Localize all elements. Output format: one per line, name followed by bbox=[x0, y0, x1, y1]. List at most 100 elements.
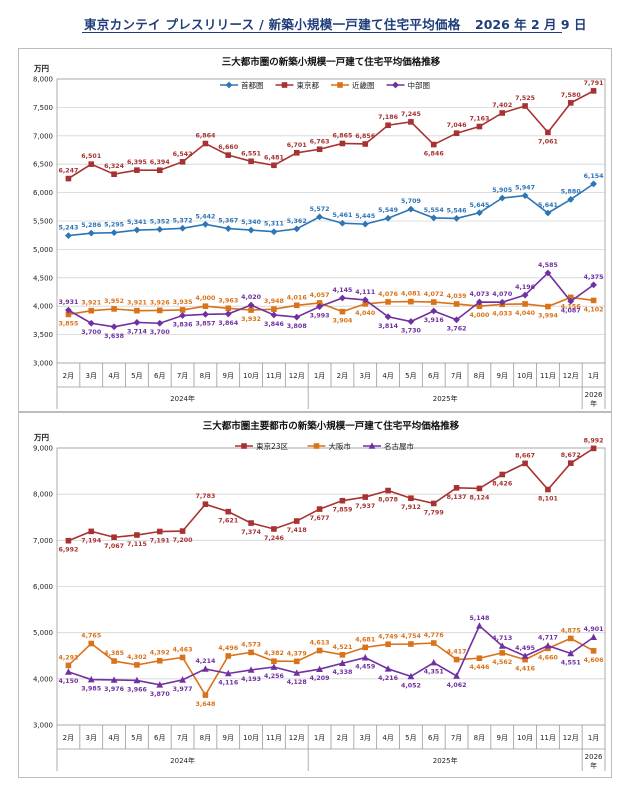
data-label: 4,382 bbox=[264, 650, 284, 657]
data-label: 4,496 bbox=[218, 645, 239, 652]
data-point bbox=[339, 308, 346, 315]
data-label: 4,776 bbox=[424, 632, 445, 639]
data-point bbox=[316, 146, 323, 153]
x-tick-label: 4月 bbox=[382, 734, 393, 742]
data-point bbox=[339, 497, 346, 504]
y-tick-label: 8,000 bbox=[33, 76, 53, 84]
data-label: 4,613 bbox=[310, 640, 330, 647]
x-year-label: 2026 bbox=[585, 391, 603, 399]
data-point bbox=[384, 665, 392, 672]
data-label: 4,209 bbox=[310, 675, 330, 682]
data-point bbox=[134, 167, 140, 173]
data-label: 4,020 bbox=[241, 294, 262, 301]
data-label: 3,730 bbox=[401, 328, 422, 335]
data-point bbox=[156, 681, 164, 688]
data-point bbox=[361, 220, 369, 228]
data-point bbox=[156, 657, 163, 664]
data-point bbox=[476, 485, 483, 492]
data-point bbox=[498, 298, 506, 306]
data-label: 5,546 bbox=[447, 207, 468, 214]
data-point bbox=[224, 225, 232, 232]
data-point bbox=[567, 196, 575, 203]
data-point bbox=[156, 167, 163, 174]
data-label: 3,846 bbox=[264, 321, 285, 328]
data-point bbox=[248, 307, 254, 313]
data-point bbox=[225, 508, 232, 515]
data-point bbox=[202, 220, 209, 228]
data-point bbox=[133, 676, 141, 684]
data-point bbox=[385, 122, 391, 129]
data-point bbox=[156, 319, 164, 327]
data-point bbox=[476, 209, 483, 217]
data-point bbox=[179, 159, 186, 165]
data-label: 4,057 bbox=[310, 292, 330, 299]
data-point bbox=[430, 307, 438, 315]
x-tick-label: 5月 bbox=[405, 734, 416, 742]
data-point bbox=[430, 214, 438, 222]
data-point bbox=[590, 445, 597, 452]
data-label: 3,952 bbox=[104, 298, 124, 305]
y-tick-label: 5,000 bbox=[33, 246, 53, 254]
chart-panel-metro-areas: 三大都市圏の新築小規模一戸建て住宅平均価格推移 万円 3,000 3,500 4,000… bbox=[18, 48, 612, 412]
x-tick-label: 9月 bbox=[497, 372, 508, 380]
data-label: 4,000 bbox=[195, 295, 216, 302]
data-point bbox=[156, 307, 163, 314]
data-label: 4,562 bbox=[492, 659, 512, 666]
data-label: 7,791 bbox=[584, 80, 604, 87]
data-point bbox=[361, 296, 369, 304]
data-label: 8,667 bbox=[515, 452, 535, 459]
chart-title: 三大都市圏主要都市の新築小規模一戸建て住宅平均価格推移 bbox=[203, 420, 460, 432]
data-label: 3,921 bbox=[81, 300, 101, 307]
data-point bbox=[111, 171, 117, 177]
data-point bbox=[498, 194, 506, 202]
x-tick-label: 6月 bbox=[154, 372, 165, 380]
data-point bbox=[316, 647, 323, 654]
data-point bbox=[567, 649, 575, 657]
data-label: 4,291 bbox=[58, 654, 78, 661]
y-tick-label: 6,500 bbox=[33, 161, 53, 169]
data-label: 5,362 bbox=[287, 218, 307, 225]
data-point bbox=[293, 302, 300, 309]
legend-item: 近畿圏 bbox=[331, 80, 375, 90]
data-label: 7,859 bbox=[332, 507, 352, 514]
data-point bbox=[87, 229, 95, 237]
x-year-label: 2024年 bbox=[170, 756, 195, 765]
data-point bbox=[453, 672, 460, 679]
data-point bbox=[368, 442, 376, 449]
data-label: 6,865 bbox=[332, 132, 352, 139]
data-label: 7,200 bbox=[173, 537, 194, 544]
y-tick-label: 3,500 bbox=[33, 331, 53, 339]
series-line bbox=[68, 271, 595, 328]
data-label: 3,926 bbox=[150, 299, 171, 306]
data-point bbox=[453, 214, 460, 222]
data-point bbox=[522, 103, 528, 109]
data-label: 7,580 bbox=[561, 92, 582, 99]
x-tick-label: 4月 bbox=[108, 734, 119, 742]
x-tick-label: 12月 bbox=[563, 734, 579, 742]
data-point bbox=[88, 307, 95, 314]
data-label: 7,191 bbox=[150, 538, 170, 545]
data-point bbox=[293, 518, 300, 524]
data-point bbox=[521, 291, 529, 299]
data-label: 7,402 bbox=[492, 102, 512, 109]
data-label: 7,937 bbox=[355, 503, 375, 510]
data-label: 4,145 bbox=[332, 287, 352, 294]
data-point bbox=[225, 152, 232, 158]
data-label: 6,660 bbox=[218, 144, 239, 151]
y-tick-label: 7,000 bbox=[33, 132, 53, 140]
data-label: 4,076 bbox=[378, 291, 399, 298]
data-label: 7,246 bbox=[264, 535, 285, 542]
x-tick-label: 7月 bbox=[177, 372, 188, 380]
y-tick-label: 4,000 bbox=[33, 303, 53, 311]
data-label: 7,186 bbox=[378, 114, 399, 121]
data-point bbox=[430, 640, 437, 646]
legend-label: 名古屋市 bbox=[384, 441, 414, 451]
data-point bbox=[133, 226, 141, 234]
x-tick-label: 2月 bbox=[63, 734, 74, 742]
y-tick-label: 3,000 bbox=[33, 360, 53, 368]
x-tick-label: 8月 bbox=[474, 734, 485, 742]
legend-label: 大阪市 bbox=[329, 441, 352, 451]
data-point bbox=[111, 534, 117, 541]
data-label: 5,554 bbox=[424, 207, 445, 214]
data-label: 6,324 bbox=[104, 163, 125, 170]
